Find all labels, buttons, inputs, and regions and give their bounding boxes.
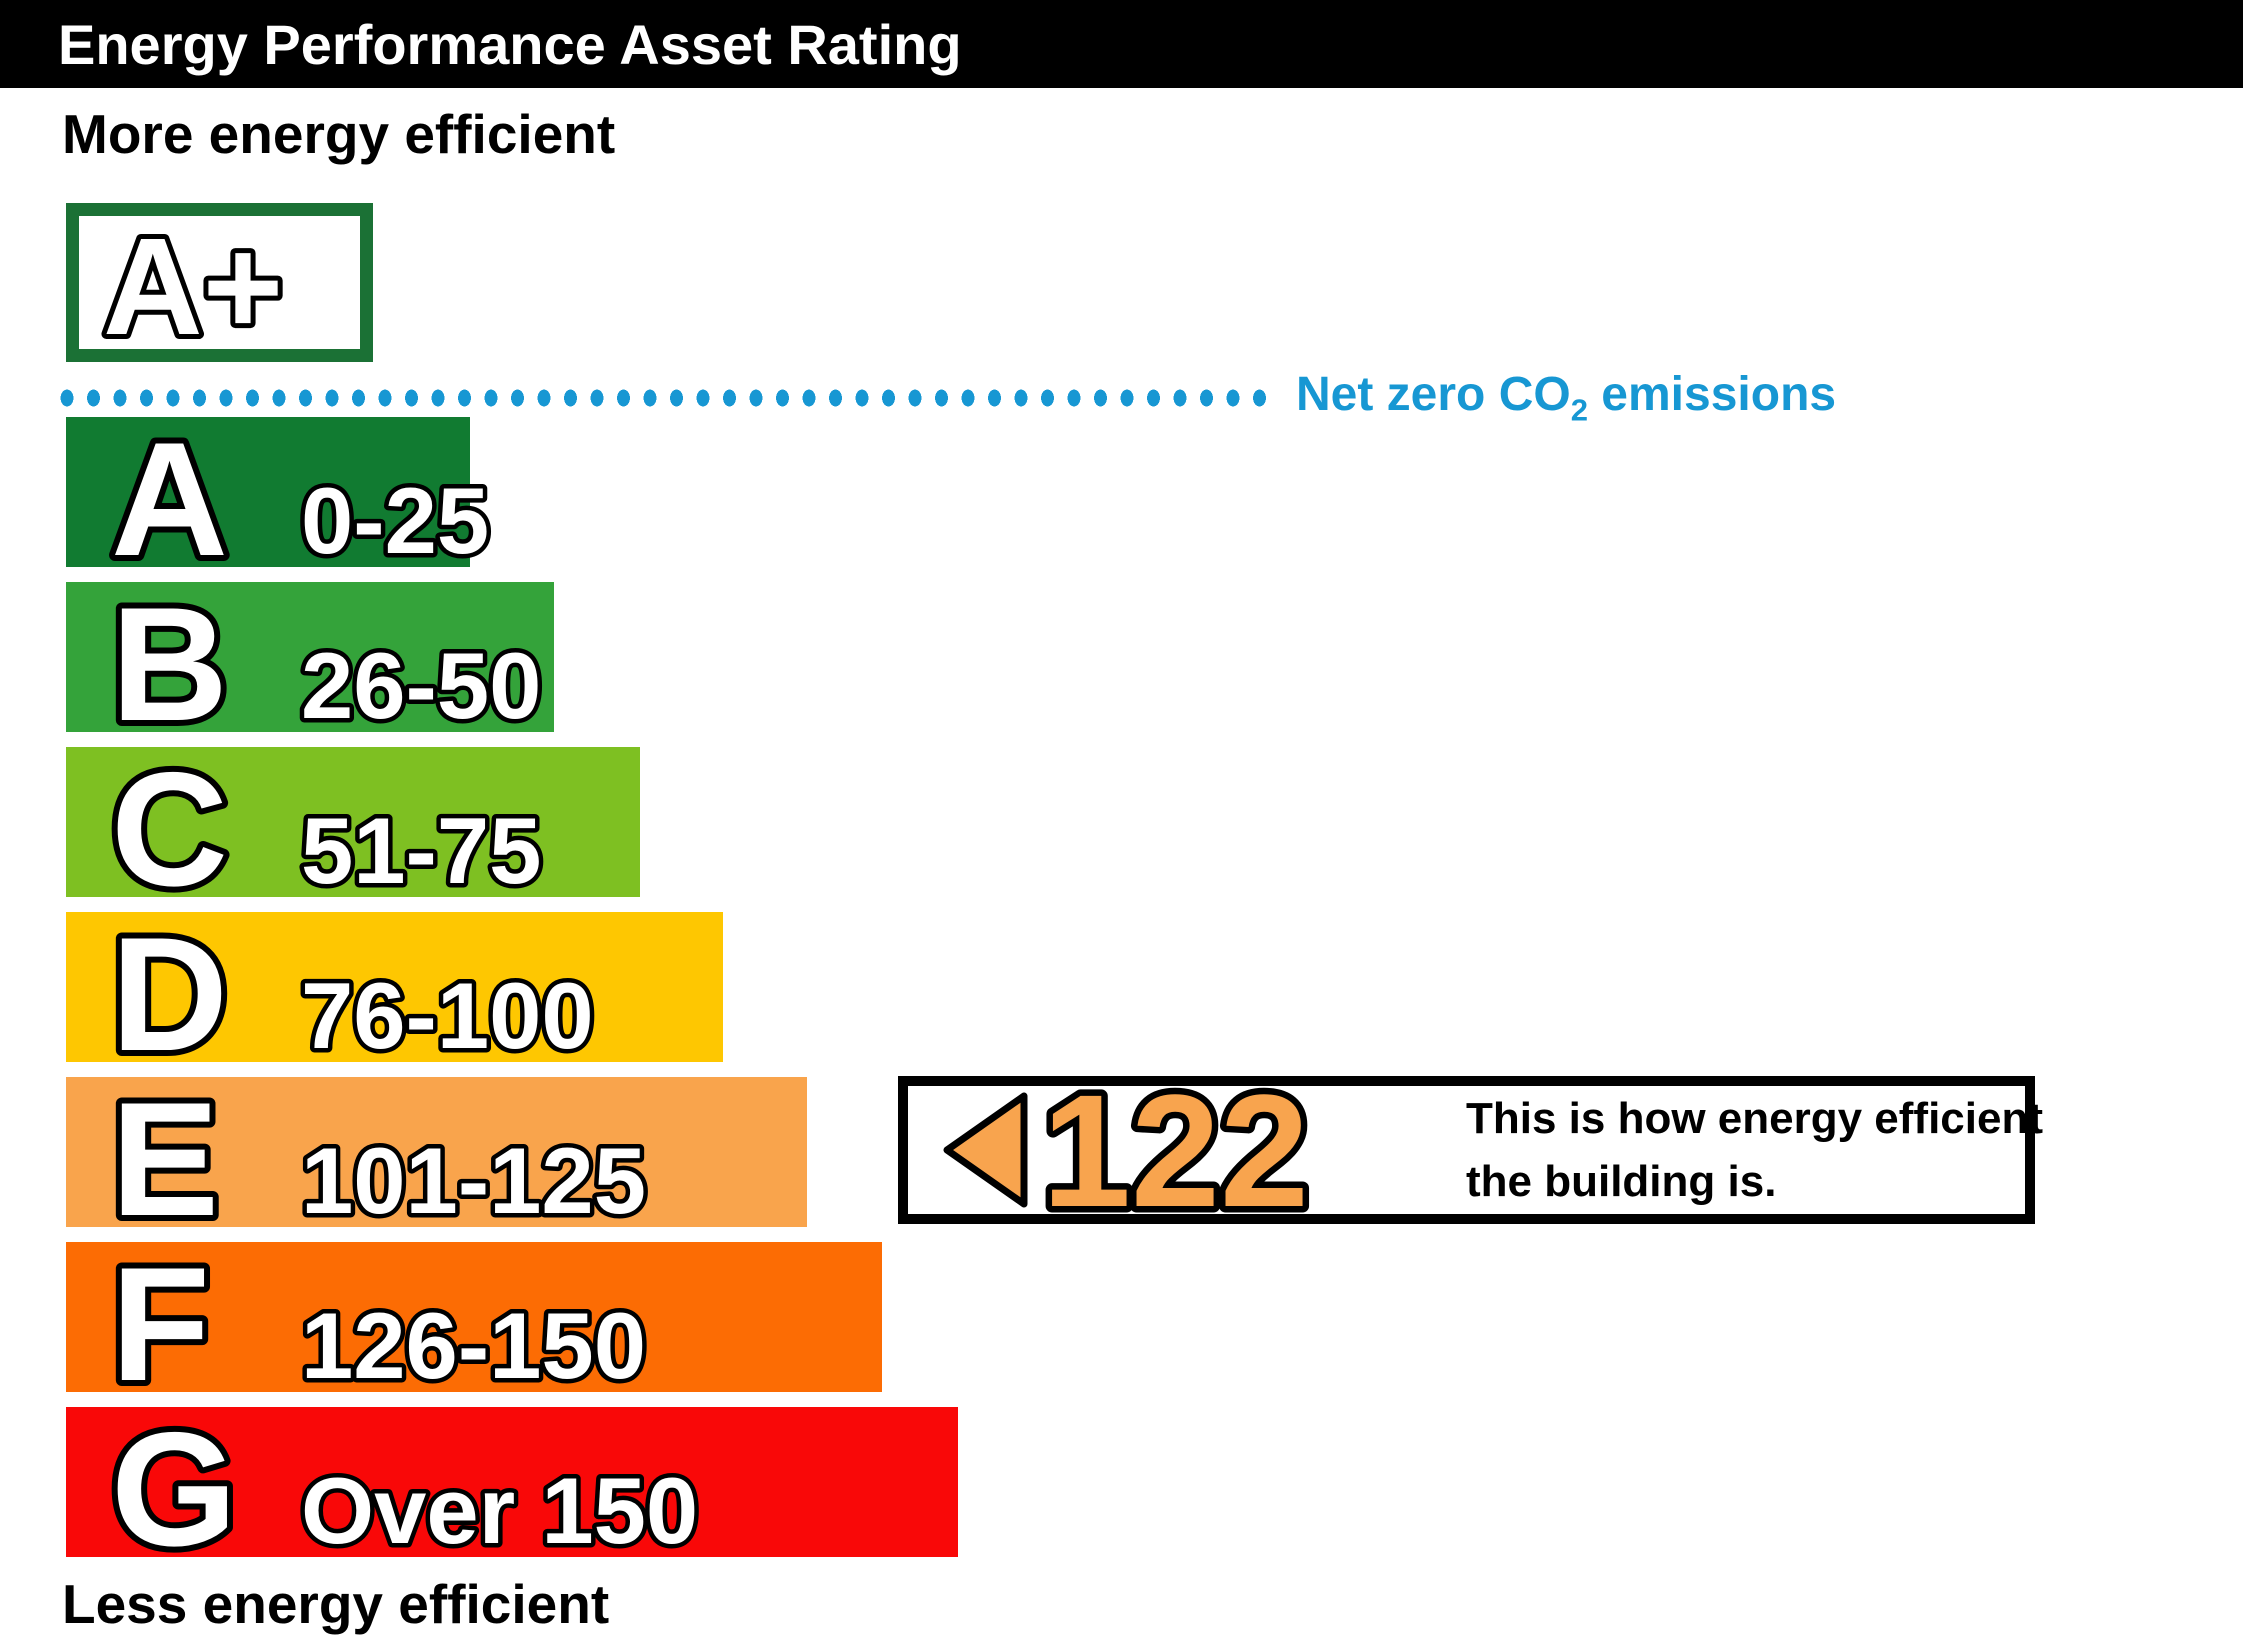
band-range: 126-150 <box>301 1293 646 1398</box>
net-zero-subscript: 2 <box>1570 392 1588 428</box>
indicator-note-line1: This is how energy efficient <box>1466 1094 2044 1143</box>
band-range: 76-100 <box>301 963 594 1068</box>
band-letter: C <box>111 739 228 920</box>
band-range: 101-125 <box>301 1128 646 1233</box>
band-letter: G <box>111 1399 237 1580</box>
band-range: 51-75 <box>301 798 541 903</box>
band-D: D 76-100 <box>66 898 723 1091</box>
band-A: A 0-25 <box>66 403 494 596</box>
net-zero-line: Net zero CO2 emissions <box>58 368 1836 428</box>
band-range: 26-50 <box>301 633 541 738</box>
band-B: B 26-50 <box>66 568 554 761</box>
net-zero-text-post: emissions <box>1587 368 1837 422</box>
a-plus-label: A+ <box>103 216 283 349</box>
page-title: Energy Performance Asset Rating <box>58 12 962 76</box>
band-range: 0-25 <box>301 468 489 573</box>
less-efficient-label: Less energy efficient <box>62 1573 610 1635</box>
band-letter: F <box>111 1234 210 1415</box>
indicator-note-line2: the building is. <box>1466 1157 1777 1206</box>
band-letter: A <box>111 409 228 590</box>
more-efficient-label: More energy efficient <box>62 103 616 165</box>
net-zero-text-pre: Net zero CO <box>1296 368 1571 422</box>
header-bar: Energy Performance Asset Rating <box>0 0 2243 88</box>
a-plus-glyph: A+ <box>98 205 288 369</box>
current-rating-indicator: 122 This is how energy efficient the bui… <box>898 1054 2043 1246</box>
band-letter: D <box>111 904 228 1085</box>
indicator-note: This is how energy efficient the buildin… <box>1466 1087 2043 1213</box>
band-letter: E <box>111 1069 219 1250</box>
net-zero-label: Net zero CO2 emissions <box>1296 367 1836 429</box>
rating-value-wrap: 122 <box>1036 1054 1328 1246</box>
band-a-plus: A+ <box>66 203 373 369</box>
band-range: Over 150 <box>301 1458 698 1563</box>
rating-bands: A 0-25 B 26-50 C 51-75 D 76-100 E <box>66 403 958 1586</box>
band-letter: B <box>111 574 228 755</box>
band-E: E 101-125 <box>66 1063 807 1256</box>
left-pointing-arrow-icon <box>940 1089 1032 1211</box>
dotted-line <box>58 387 1266 409</box>
band-C: C 51-75 <box>66 733 640 926</box>
band-F: F 126-150 <box>66 1228 882 1421</box>
rating-value: 122 <box>1042 1061 1309 1240</box>
band-G: G Over 150 <box>66 1393 958 1586</box>
